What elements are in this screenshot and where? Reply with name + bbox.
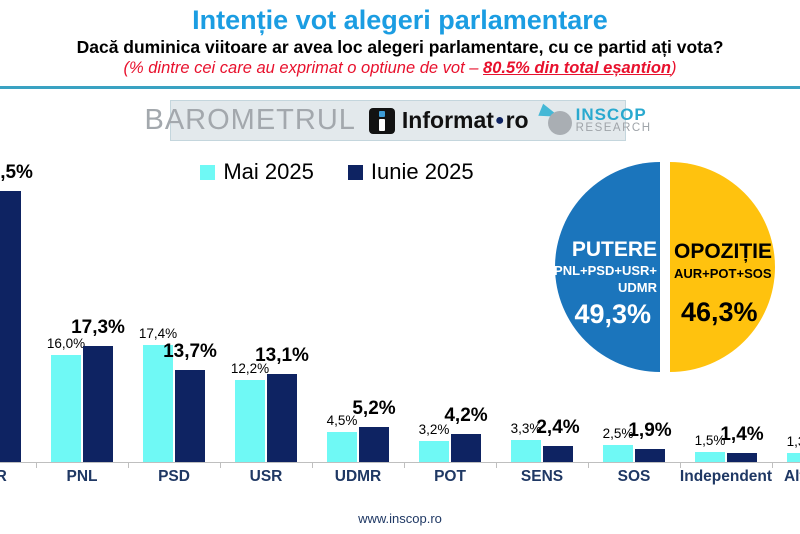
page-title: Intenție vot alegeri parlamentare (192, 5, 608, 35)
informat-wordmark: Informat ● ro (402, 107, 529, 134)
legend-swatch-iunie-2025 (347, 164, 363, 180)
value-label-mai-2025-udmr: 4,5% (326, 412, 358, 428)
bar-iunie-2025-aur (0, 190, 21, 462)
x-axis-tick (220, 462, 221, 468)
note-prefix: (% dintre cei care au exprimat o optiune… (123, 59, 484, 77)
pie-sublabel-opozitie: AUR+POT+SOS (674, 266, 772, 281)
note-sample-share: 80.5% din total eșantion (483, 59, 671, 77)
inscop-wordmark: INSCOP RESEARCH (576, 106, 652, 135)
x-axis-tick (404, 462, 405, 468)
x-axis-tick (128, 462, 129, 468)
x-axis-tick (680, 462, 681, 468)
inscop-circle-icon (547, 110, 572, 135)
axis-label-usr: USR (249, 468, 283, 485)
bar-mai-2025-alt-partid (787, 453, 800, 462)
inscop-logo-icon (537, 103, 572, 135)
inscop-research-logo: INSCOP RESEARCH (537, 103, 652, 135)
axis-label-independent: Independent (679, 468, 773, 485)
axis-label-udmr: UDMR (334, 468, 382, 485)
bar-mai-2025-pnl (51, 354, 81, 462)
informat-separator-dot: ● (494, 111, 505, 129)
bar-mai-2025-sens (511, 439, 541, 462)
bar-mai-2025-independent (695, 451, 725, 462)
value-label-mai-2025-pnl: 16,0% (46, 335, 86, 351)
axis-label-aur: AUR (0, 468, 7, 485)
value-label-iunie-2025-pnl: 17,3% (71, 317, 125, 339)
axis-label-alt-partid: Alt partid (783, 468, 800, 485)
value-label-iunie-2025-independent: 1,4% (720, 423, 764, 445)
inscop-research-label: RESEARCH (575, 122, 652, 135)
x-axis-line (0, 462, 800, 463)
branding-bar: BAROMETRUL Informat ● ro INSCOP RESEARCH (145, 100, 650, 141)
informat-ro-logo: Informat ● ro (368, 107, 529, 134)
axis-label-sens: SENS (520, 468, 564, 485)
pie-label-putere: PUTERE (571, 238, 657, 261)
x-axis-tick (36, 462, 37, 468)
value-label-mai-2025-alt-partid: 1,3% (786, 434, 800, 450)
chart-legend: Mai 2025 Iunie 2025 (0, 157, 674, 187)
bar-iunie-2025-usr (267, 374, 297, 462)
axis-label-pnl: PNL (66, 468, 98, 485)
axis-label-sos: SOS (617, 468, 651, 485)
x-axis-tick (312, 462, 313, 468)
header-divider (0, 86, 800, 89)
bar-mai-2025-usr (235, 380, 265, 462)
bar-iunie-2025-independent (727, 452, 757, 462)
x-axis-tick (496, 462, 497, 468)
value-label-iunie-2025-psd: 13,7% (163, 341, 217, 363)
pie-value-opozitie: 46,3% (681, 297, 758, 327)
legend-label-mai-2025: Mai 2025 (223, 159, 314, 184)
value-label-iunie-2025-sens: 2,4% (536, 416, 580, 438)
value-label-mai-2025-pot: 3,2% (418, 421, 450, 437)
bar-iunie-2025-psd (175, 370, 205, 462)
value-label-mai-2025-psd: 17,4% (138, 326, 178, 342)
bar-mai-2025-psd (143, 345, 173, 462)
value-label-mai-2025-sens: 3,3% (510, 420, 542, 436)
informat-i-dot (378, 110, 385, 117)
value-label-iunie-2025-aur: 40,5% (0, 161, 33, 183)
pie-label-opozitie: OPOZIȚIE (674, 240, 773, 263)
subtitle-question: Dacă duminica viitoare ar avea loc alege… (76, 37, 724, 57)
value-label-iunie-2025-usr: 13,1% (255, 345, 309, 367)
pie-sublabel-putere-line1: PNL+PSD+USR+ (554, 263, 657, 278)
value-label-mai-2025-sos: 2,5% (602, 426, 634, 442)
pie-value-putere: 49,3% (574, 299, 651, 329)
inscop-name: INSCOP (575, 105, 647, 125)
x-axis-tick (772, 462, 773, 468)
informat-i-stem (378, 118, 385, 131)
bar-iunie-2025-sens (543, 445, 573, 462)
barometrul-wordmark: BAROMETRUL (144, 104, 356, 136)
bar-mai-2025-sos (603, 445, 633, 462)
sample-note: (% dintre cei care au exprimat o optiune… (0, 59, 800, 78)
value-label-iunie-2025-udmr: 5,2% (352, 398, 396, 420)
legend-label-iunie-2025: Iunie 2025 (370, 159, 474, 184)
note-suffix: ) (671, 59, 677, 77)
informat-i-icon (368, 107, 395, 134)
axis-label-pot: POT (434, 468, 466, 485)
value-label-iunie-2025-sos: 1,9% (628, 420, 672, 442)
axis-label-psd: PSD (158, 468, 190, 485)
legend-item-mai-2025: Mai 2025 (200, 159, 314, 185)
bar-mai-2025-udmr (327, 431, 357, 462)
x-axis-tick (588, 462, 589, 468)
bar-iunie-2025-pot (451, 433, 481, 462)
legend-item-iunie-2025: Iunie 2025 (347, 159, 474, 185)
bar-iunie-2025-udmr (359, 427, 389, 462)
pie-sublabel-putere-line2: UDMR (618, 280, 657, 295)
bar-mai-2025-pot (419, 440, 449, 462)
informat-name: Informat (401, 107, 494, 133)
legend-swatch-mai-2025 (200, 164, 216, 180)
informat-tld: ro (505, 107, 529, 133)
value-label-mai-2025-independent: 1,5% (694, 432, 726, 448)
footer-url: www.inscop.ro (358, 511, 442, 526)
value-label-iunie-2025-pot: 4,2% (444, 404, 488, 426)
bar-iunie-2025-pnl (83, 346, 113, 462)
bar-iunie-2025-sos (635, 449, 665, 462)
value-label-mai-2025-usr: 12,2% (230, 361, 270, 377)
